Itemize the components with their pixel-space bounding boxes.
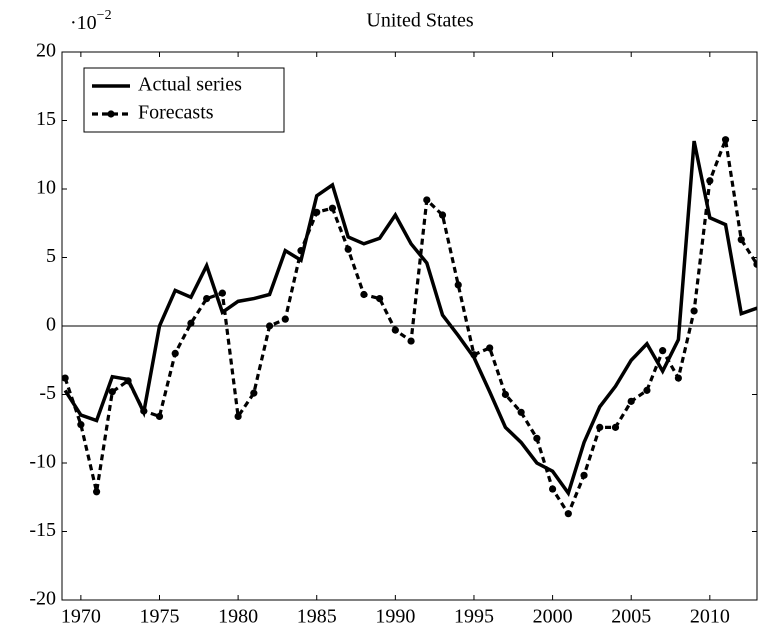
series-line (63, 140, 757, 498)
series-marker (92, 488, 101, 496)
multiplier: ·10−2 (70, 8, 112, 33)
series-marker (391, 326, 399, 334)
series-marker (580, 471, 588, 479)
series-marker (564, 510, 572, 518)
series-marker (438, 211, 447, 219)
series-marker (643, 386, 651, 394)
legend-marker (107, 110, 115, 118)
y-tick-label: 10 (36, 177, 56, 199)
series-marker (77, 421, 85, 429)
series-marker (706, 177, 714, 185)
series-marker (344, 245, 352, 253)
plot-frame (61, 51, 758, 601)
x-tick-label: 1995 (454, 606, 494, 628)
y-tick-label: -20 (29, 588, 56, 610)
x-tick-label: 1985 (297, 606, 337, 628)
series-marker (328, 204, 337, 212)
series-marker (737, 236, 745, 244)
series-marker (265, 322, 274, 330)
series-marker (674, 374, 682, 382)
series-marker (470, 351, 478, 359)
series-marker (187, 319, 195, 327)
y-tick-label: -10 (29, 451, 56, 473)
series-marker (297, 247, 305, 255)
series-marker (423, 196, 431, 204)
y-tick-label: 20 (36, 40, 56, 62)
series-marker (548, 485, 557, 493)
series-marker (281, 315, 289, 323)
series-marker (501, 390, 510, 399)
legend-label: Forecasts (138, 102, 214, 124)
multiplier-exponent: −2 (97, 8, 112, 23)
series-marker (140, 407, 148, 415)
series-marker (690, 307, 698, 315)
y-tick-label: -15 (29, 519, 56, 541)
series-marker (313, 208, 321, 216)
series-marker (376, 295, 384, 303)
legend-box (83, 67, 285, 133)
x-tick-label: 1990 (375, 606, 415, 628)
series-marker (627, 397, 635, 405)
multiplier-base: ·10 (70, 12, 97, 34)
x-tick-label: 2005 (611, 606, 651, 628)
series-marker (659, 347, 667, 355)
y-tick-label: -5 (39, 382, 56, 404)
series-marker (407, 337, 415, 345)
series-marker (155, 412, 164, 421)
series-marker (171, 349, 179, 357)
series-marker (753, 260, 757, 268)
x-tick-label: 2010 (690, 606, 730, 628)
series-marker (124, 377, 132, 385)
legend-label: Actual series (138, 74, 242, 96)
x-tick-label: 1975 (139, 606, 179, 628)
series-marker (250, 389, 258, 397)
x-tick-label: 1980 (218, 606, 258, 628)
series-marker (108, 388, 116, 396)
series-marker (721, 136, 730, 144)
series-marker (218, 289, 226, 297)
series-marker (203, 295, 211, 303)
chart-title: United States (366, 10, 473, 32)
x-tick-label: 2000 (533, 606, 573, 628)
series-marker (611, 423, 620, 431)
y-tick-label: 15 (36, 108, 56, 130)
series-marker (533, 434, 541, 442)
series-marker (596, 423, 604, 431)
series-marker (360, 290, 368, 299)
y-tick-label: 5 (46, 245, 56, 267)
series-marker (234, 412, 242, 421)
series-marker (62, 374, 69, 382)
series-marker (517, 408, 525, 416)
series-line (63, 133, 757, 518)
y-tick-label: 0 (46, 314, 56, 336)
series-marker (454, 281, 462, 289)
series-marker (486, 344, 494, 352)
x-tick-label: 1970 (61, 606, 101, 628)
